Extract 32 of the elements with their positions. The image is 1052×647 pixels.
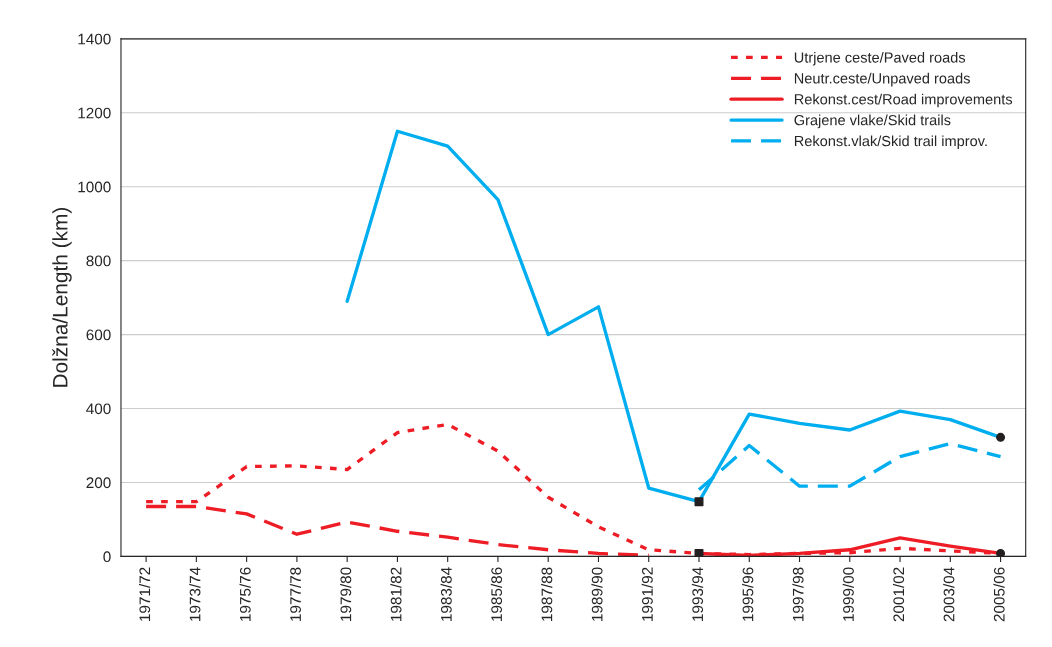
x-tick-label: 1987/88 [541, 567, 553, 621]
y-tick-label: 1400 [78, 33, 111, 45]
x-tick-label: 1973/74 [189, 567, 201, 621]
x-tick-label: 1999/00 [842, 567, 854, 621]
y-tick-label: 1200 [78, 107, 111, 119]
x-tick-label: 1995/96 [742, 567, 754, 621]
y-tick-label: 400 [86, 403, 111, 415]
legend-label: Rekonst.vlak/Skid trail improv. [794, 135, 987, 150]
y-axis-title: Dolžna/Length (km) [52, 208, 72, 387]
x-tick-label: 1993/94 [691, 567, 704, 621]
x-tick-label: 2003/04 [943, 567, 955, 622]
x-tick-label: 1971/72 [138, 567, 151, 621]
x-tick-label: 1977/78 [289, 567, 301, 621]
x-tick-label: 1983/84 [440, 567, 452, 621]
x-tick-label: 1989/90 [591, 567, 603, 621]
x-tick-label: 1979/80 [340, 567, 352, 621]
legend-label: Utrjene ceste/Paved roads [794, 51, 966, 66]
x-tick-label: 1991/92 [641, 567, 653, 621]
y-tick-label: 0 [103, 551, 111, 563]
x-tick-label: 1981/82 [390, 567, 402, 621]
legend-label: Grajene vlake/Skid trails [794, 114, 951, 129]
x-tick-label: 1985/86 [490, 567, 503, 621]
x-tick-label: 2001/02 [892, 567, 905, 622]
x-tick-label: 1997/98 [792, 567, 804, 621]
legend-label: Rekonst.cest/Road improvements [794, 93, 1013, 108]
y-tick-label: 200 [86, 477, 111, 489]
x-tick-label: 1975/76 [239, 567, 251, 621]
y-tick-label: 1000 [78, 181, 111, 193]
y-tick-label: 600 [86, 329, 111, 341]
y-tick-label: 800 [86, 255, 111, 267]
legend-label: Neutr.ceste/Unpaved roads [794, 72, 970, 87]
x-tick-label: 2005/06 [993, 567, 1005, 622]
